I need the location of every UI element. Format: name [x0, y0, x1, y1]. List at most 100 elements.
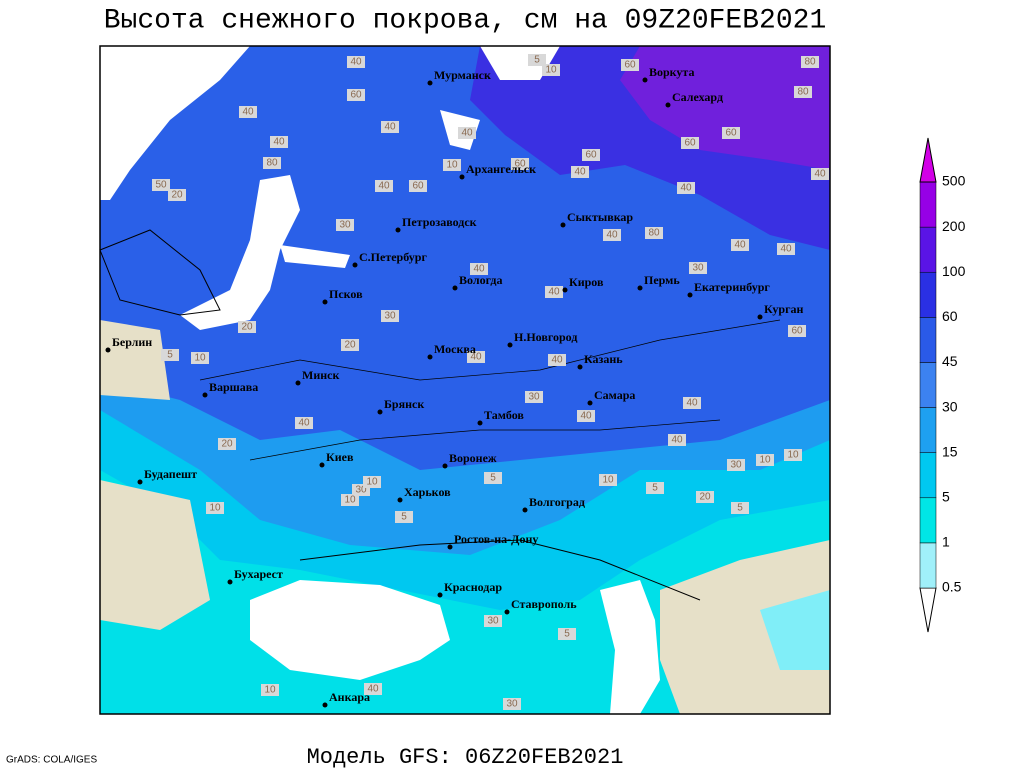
contour-label: 40 [580, 411, 592, 422]
city-dot [442, 463, 448, 469]
contour-label: 5 [652, 483, 658, 494]
city-label: Бухарест [234, 567, 283, 581]
contour-label: 5 [167, 350, 173, 361]
contour-label: 10 [264, 685, 276, 696]
city-label: Н.Новгород [514, 330, 577, 344]
contour-label: 40 [473, 264, 485, 275]
contour-label: 5 [564, 629, 570, 640]
contour-label-box [794, 86, 812, 98]
city-dot [295, 380, 301, 386]
contour-label-box [341, 339, 359, 351]
contour-label: 30 [355, 485, 367, 496]
credit: GrADS: COLA/IGES [6, 755, 97, 766]
contour-label-box [375, 180, 393, 192]
contour-label: 40 [780, 244, 792, 255]
contour-labels: 40 5 10 60 80 80 60 40 40 40 40 60 60 60 80 60 10 40 50 20 4… [152, 54, 829, 710]
contour-label-box [731, 502, 749, 514]
contour-label-box [484, 472, 502, 484]
city-dot [352, 262, 358, 268]
contour-label: 10 [787, 450, 799, 461]
border-line [299, 539, 701, 601]
contour-label: 80 [648, 228, 660, 239]
colorbar-swatch [919, 362, 937, 408]
contour-label-box [542, 64, 560, 76]
colorbar-swatch [919, 452, 937, 499]
contour-label-box [784, 449, 802, 461]
contour-label: 40 [551, 355, 563, 366]
cities: Мурманск Воркута Салехард Архангельск Петроз… [105, 65, 804, 708]
city-label: Воронеж [449, 451, 497, 465]
contour-label-box [168, 189, 186, 201]
city-label: Самара [594, 388, 635, 402]
colorbar-label: 200 [942, 218, 966, 234]
contour-label: 40 [686, 398, 698, 409]
contour-label-box [696, 491, 714, 503]
contour-label-box [756, 454, 774, 466]
city-label: Брянск [384, 397, 424, 411]
contour-label: 40 [814, 169, 826, 180]
city-label: Краснодар [444, 580, 502, 594]
colorbar-label: 1 [942, 534, 950, 550]
border-line [199, 319, 781, 381]
city-label: Тамбов [484, 408, 524, 422]
contour-label-box [511, 158, 529, 170]
contour-label: 10 [194, 353, 206, 364]
contour-label-box [295, 417, 313, 429]
contour-label-box [336, 219, 354, 231]
land-bare [100, 320, 170, 400]
city-label: Казань [584, 352, 623, 366]
city-label: Ростов-на-Дону [454, 532, 538, 546]
contour-label: 10 [759, 455, 771, 466]
contour-label-box [811, 168, 829, 180]
contour-label-box [683, 397, 701, 409]
city-label: С.Петербург [359, 250, 427, 264]
city-label: Волгоград [529, 495, 585, 509]
contour-label: 60 [791, 326, 803, 337]
city-label: Вологда [459, 273, 503, 287]
contour-label-box [381, 310, 399, 322]
colorbar-label: 60 [942, 308, 958, 324]
contour-label-box [152, 179, 170, 191]
contour-label: 10 [545, 65, 557, 76]
contour-label-box [599, 474, 617, 486]
contour-label-box [646, 482, 664, 494]
contour-label-box [263, 157, 281, 169]
city-dot [227, 579, 233, 585]
contour-label: 40 [242, 107, 254, 118]
colorbar-above [919, 137, 937, 183]
contour-label-box [621, 59, 639, 71]
colorbar-swatch [919, 226, 937, 273]
sea [280, 245, 350, 268]
region-pale [760, 590, 830, 670]
colorbar-label: 15 [942, 443, 958, 459]
city-dot [105, 347, 111, 353]
city-dot [665, 102, 671, 108]
colorbar-swatch [919, 317, 937, 363]
contour-label-box [668, 434, 686, 446]
contour-label-box [381, 121, 399, 133]
city-dot [577, 364, 583, 370]
contour-label: 40 [384, 122, 396, 133]
city-label: Петрозаводск [402, 215, 477, 229]
contour-label-box [443, 159, 461, 171]
colorbar-swatch [919, 407, 937, 453]
city-label: Воркута [649, 65, 694, 79]
contour-label: 5 [534, 55, 540, 66]
contour-label-box [261, 684, 279, 696]
colorbar-below [919, 587, 937, 633]
city-dot [319, 462, 325, 468]
city-dot [637, 285, 643, 291]
contour-label: 10 [366, 477, 378, 488]
contour-label: 80 [797, 87, 809, 98]
city-label: Пермь [644, 273, 680, 287]
city-label: Анкара [329, 690, 370, 704]
contour-label: 30 [528, 392, 540, 403]
city-dot [587, 400, 593, 406]
contour-label-box [722, 127, 740, 139]
contour-label-box [484, 615, 502, 627]
contour-label: 10 [209, 503, 221, 514]
contour-label: 40 [671, 435, 683, 446]
city-dot [137, 479, 143, 485]
